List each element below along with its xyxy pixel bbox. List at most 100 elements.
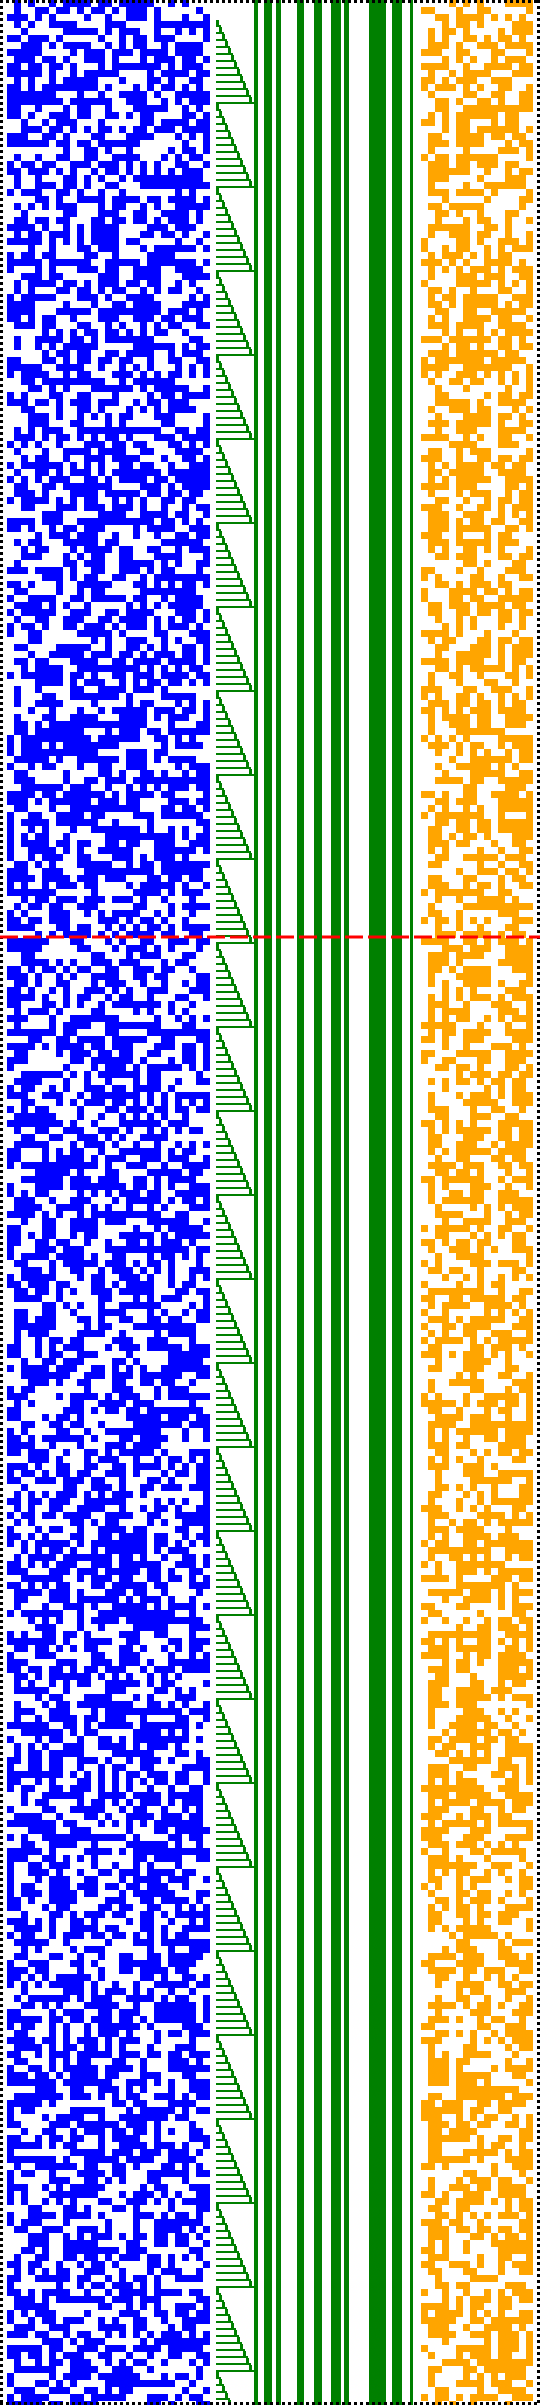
green-step: [216, 543, 227, 545]
blue-cell: [182, 147, 196, 154]
green-step: [216, 1425, 245, 1427]
orange-cell: [526, 812, 533, 819]
orange-cell: [519, 1575, 533, 1582]
orange-cell: [428, 1680, 449, 1687]
orange-cell: [512, 2037, 533, 2044]
blue-cell: [105, 539, 119, 546]
blue-cell: [7, 1512, 14, 1519]
green-step: [246, 762, 249, 769]
orange-cell: [428, 1197, 435, 1204]
blue-cell: [35, 441, 42, 448]
blue-cell: [35, 1351, 42, 1358]
blue-cell: [77, 294, 98, 301]
blue-cell: [77, 1379, 91, 1386]
blue-cell: [35, 1337, 42, 1344]
orange-cell: [456, 2030, 463, 2037]
blue-cell: [168, 1274, 175, 1281]
blue-cell: [168, 875, 182, 882]
blue-cell: [126, 840, 140, 847]
orange-cell: [519, 1288, 533, 1295]
orange-cell: [519, 1981, 533, 1988]
blue-cell: [35, 798, 42, 805]
blue-cell: [35, 1652, 56, 1659]
blue-cell: [7, 476, 14, 483]
orange-cell: [421, 7, 435, 14]
blue-cell: [84, 1428, 91, 1435]
orange-cell: [498, 1407, 512, 1414]
blue-cell: [70, 784, 91, 791]
blue-cell: [133, 595, 147, 602]
orange-cell: [470, 917, 477, 924]
blue-cell: [35, 728, 84, 735]
blue-cell: [126, 2198, 147, 2205]
blue-cell: [168, 1463, 175, 1470]
green-step: [216, 1089, 245, 1091]
blue-cell: [49, 1925, 56, 1932]
blue-cell: [189, 1267, 210, 1274]
blue-cell: [182, 273, 210, 280]
blue-cell: [140, 1974, 154, 1981]
blue-cell: [119, 1652, 140, 1659]
orange-cell: [428, 1764, 449, 1771]
blue-cell: [182, 1869, 196, 1876]
orange-cell: [498, 336, 512, 343]
blue-cell: [182, 1463, 189, 1470]
blue-cell: [175, 364, 182, 371]
orange-cell: [442, 980, 449, 987]
orange-cell: [463, 294, 498, 301]
orange-cell: [421, 63, 449, 70]
orange-cell: [512, 1638, 519, 1645]
blue-cell: [63, 2254, 77, 2261]
blue-cell: [70, 497, 77, 504]
blue-cell: [7, 595, 14, 602]
green-step: [216, 2027, 251, 2029]
blue-cell: [7, 1386, 14, 1393]
blue-cell: [7, 2114, 14, 2121]
blue-cell: [84, 455, 105, 462]
green-step: [216, 298, 230, 300]
orange-cell: [428, 959, 449, 966]
blue-cell: [91, 672, 98, 679]
orange-cell: [470, 1071, 491, 1078]
orange-cell: [442, 476, 449, 483]
blue-cell: [7, 1722, 49, 1729]
orange-cell: [498, 1337, 533, 1344]
green-step: [216, 2076, 236, 2078]
blue-cell: [63, 2219, 70, 2226]
orange-cell: [463, 1540, 477, 1547]
blue-cell: [70, 2149, 105, 2156]
orange-cell: [519, 553, 533, 560]
blue-cell: [189, 1449, 210, 1456]
orange-cell: [477, 826, 491, 833]
orange-cell: [498, 2268, 505, 2275]
orange-cell: [505, 1386, 512, 1393]
green-step: [228, 468, 231, 475]
blue-cell: [49, 903, 63, 910]
blue-cell: [21, 553, 42, 560]
blue-cell: [140, 2296, 161, 2303]
blue-cell: [203, 511, 210, 518]
blue-cell: [105, 1519, 119, 1526]
blue-cell: [7, 833, 14, 840]
orange-cell: [477, 406, 491, 413]
orange-cell: [421, 588, 428, 595]
blue-cell: [196, 504, 210, 511]
blue-cell: [119, 2254, 140, 2261]
blue-cell: [189, 875, 203, 882]
blue-cell: [56, 1008, 63, 1015]
blue-cell: [154, 910, 161, 917]
orange-cell: [435, 1232, 449, 1239]
orange-cell: [428, 266, 435, 273]
orange-cell: [463, 147, 470, 154]
blue-cell: [168, 1596, 175, 1603]
blue-cell: [189, 763, 210, 770]
green-step: [216, 1019, 251, 1021]
orange-cell: [477, 1491, 484, 1498]
orange-cell: [477, 567, 484, 574]
green-step: [216, 1663, 239, 1665]
blue-cell: [196, 1750, 203, 1757]
blue-cell: [28, 1435, 35, 1442]
blue-cell: [7, 630, 14, 637]
orange-cell: [456, 1071, 463, 1078]
blue-cell: [105, 1897, 126, 1904]
